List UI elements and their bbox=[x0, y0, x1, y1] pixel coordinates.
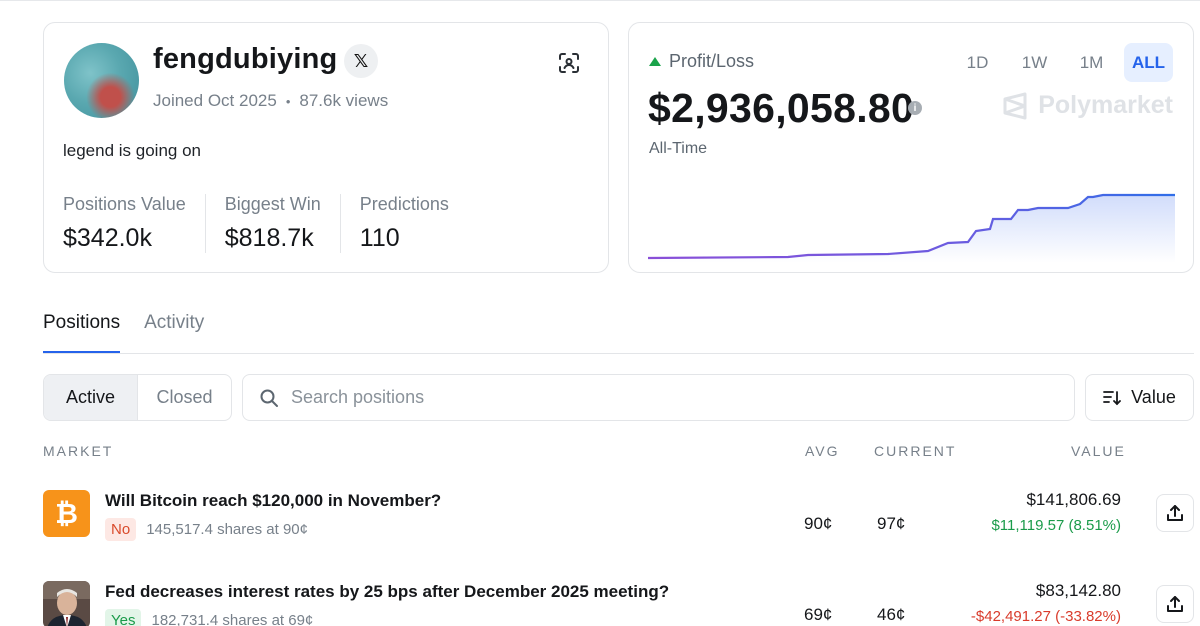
username: fengdubiying bbox=[153, 43, 338, 75]
brand-name: Polymarket bbox=[1038, 91, 1173, 119]
bitcoin-icon: ₿ bbox=[43, 490, 90, 537]
tabs-divider bbox=[43, 353, 1194, 354]
search-icon bbox=[260, 389, 278, 407]
column-header-value: VALUE bbox=[1071, 443, 1126, 459]
stat-value: 110 bbox=[359, 224, 400, 252]
stat-value: $342.0k bbox=[63, 224, 152, 252]
position-details: Yes 182,731.4 shares at 69¢ bbox=[105, 609, 313, 626]
person-portrait-icon bbox=[43, 581, 90, 626]
stat-label: Predictions bbox=[359, 194, 449, 214]
share-button[interactable] bbox=[1156, 585, 1194, 623]
section-tabs: Positions Activity bbox=[43, 312, 204, 353]
share-button[interactable] bbox=[1156, 494, 1194, 532]
pnl-value: $2,936,058.80 bbox=[648, 85, 915, 131]
column-header-current: CURRENT bbox=[874, 443, 957, 459]
outcome-badge: No bbox=[105, 518, 137, 541]
profile-meta: Joined Oct 2025 • 87.6k views bbox=[153, 91, 388, 111]
column-header-market: MARKET bbox=[43, 443, 114, 459]
search-box bbox=[242, 374, 1075, 421]
value-change: -$42,491.27 (-33.82%) bbox=[970, 608, 1121, 625]
avg-price: 90¢ bbox=[804, 514, 833, 533]
share-icon bbox=[1167, 505, 1183, 521]
pnl-label: Profit/Loss bbox=[649, 51, 754, 72]
avg-price: 69¢ bbox=[804, 605, 833, 624]
trend-up-icon bbox=[649, 57, 661, 66]
market-title[interactable]: Will Bitcoin reach $120,000 in November? bbox=[105, 491, 442, 510]
top-divider bbox=[0, 0, 1200, 3]
stat-biggest-win: Biggest Win $818.7k bbox=[204, 194, 340, 253]
range-1w[interactable]: 1W bbox=[1021, 52, 1048, 72]
sort-label: Value bbox=[1131, 387, 1176, 407]
tab-activity[interactable]: Activity bbox=[144, 312, 205, 333]
scan-qr-icon[interactable] bbox=[557, 51, 581, 75]
position-value: $83,142.80 -$42,491.27 (-33.82%) bbox=[971, 581, 1121, 625]
profile-stats: Positions Value $342.0k Biggest Win $818… bbox=[63, 194, 468, 253]
outcome-badge: Yes bbox=[105, 609, 142, 626]
sparkline-area bbox=[648, 195, 1175, 263]
value-amount: $83,142.80 bbox=[1035, 581, 1121, 600]
stat-positions-value: Positions Value $342.0k bbox=[63, 194, 205, 253]
stat-value: $818.7k bbox=[224, 224, 314, 252]
status-toggle: Active Closed bbox=[43, 374, 232, 421]
market-thumbnail bbox=[43, 581, 90, 626]
current-price: 46¢ bbox=[877, 605, 906, 624]
pnl-label-text: Profit/Loss bbox=[669, 51, 755, 71]
joined-date: Joined Oct 2025 bbox=[153, 91, 277, 110]
value-change: $11,119.57 (8.51%) bbox=[991, 517, 1121, 534]
stat-label: Positions Value bbox=[63, 194, 186, 214]
x-profile-link-icon[interactable]: 𝕏 bbox=[344, 44, 378, 78]
profile-views: 87.6k views bbox=[299, 91, 389, 110]
pnl-sparkline bbox=[648, 193, 1175, 263]
range-1d[interactable]: 1D bbox=[966, 52, 989, 72]
stat-predictions: Predictions 110 bbox=[339, 194, 468, 253]
profile-card: fengdubiying 𝕏 Joined Oct 2025 • 87.6k v… bbox=[43, 22, 609, 273]
bio: legend is going on bbox=[63, 141, 202, 160]
shares-text: 145,517.4 shares at 90¢ bbox=[146, 521, 308, 538]
table-row[interactable]: ₿ Will Bitcoin reach $120,000 in Novembe… bbox=[43, 490, 1194, 560]
position-value: $141,806.69 $11,119.57 (8.51%) bbox=[991, 490, 1121, 534]
stat-label: Biggest Win bbox=[224, 194, 321, 214]
value-amount: $141,806.69 bbox=[1026, 490, 1121, 509]
brand-watermark: Polymarket bbox=[1002, 91, 1173, 120]
avatar[interactable] bbox=[64, 43, 139, 118]
sort-value-button[interactable]: Value bbox=[1085, 374, 1194, 421]
share-icon bbox=[1167, 596, 1183, 612]
pnl-period-label: All-Time bbox=[649, 140, 708, 157]
tab-positions[interactable]: Positions bbox=[43, 312, 121, 353]
shares-text: 182,731.4 shares at 69¢ bbox=[151, 612, 314, 626]
table-row[interactable]: Fed decreases interest rates by 25 bps a… bbox=[43, 581, 1194, 626]
current-price: 97¢ bbox=[877, 514, 906, 533]
position-details: No 145,517.4 shares at 90¢ bbox=[105, 518, 308, 541]
filter-closed-button[interactable]: Closed bbox=[156, 387, 213, 407]
separator-dot: • bbox=[285, 93, 291, 109]
market-title[interactable]: Fed decreases interest rates by 25 bps a… bbox=[105, 582, 670, 601]
sparkline-line bbox=[648, 193, 1175, 260]
sort-icon bbox=[1103, 390, 1122, 405]
column-header-avg: AVG bbox=[805, 443, 840, 459]
range-1m[interactable]: 1M bbox=[1079, 52, 1104, 72]
search-input[interactable] bbox=[291, 387, 1051, 408]
filter-active-button[interactable]: Active bbox=[44, 375, 138, 420]
info-icon[interactable]: i bbox=[908, 101, 922, 115]
range-all[interactable]: ALL bbox=[1124, 43, 1173, 82]
range-tabs: 1D 1W 1M ALL bbox=[953, 43, 1173, 82]
pnl-card: Profit/Loss $2,936,058.80 i All-Time 1D … bbox=[628, 22, 1194, 273]
polymarket-logo-icon bbox=[1003, 92, 1027, 119]
